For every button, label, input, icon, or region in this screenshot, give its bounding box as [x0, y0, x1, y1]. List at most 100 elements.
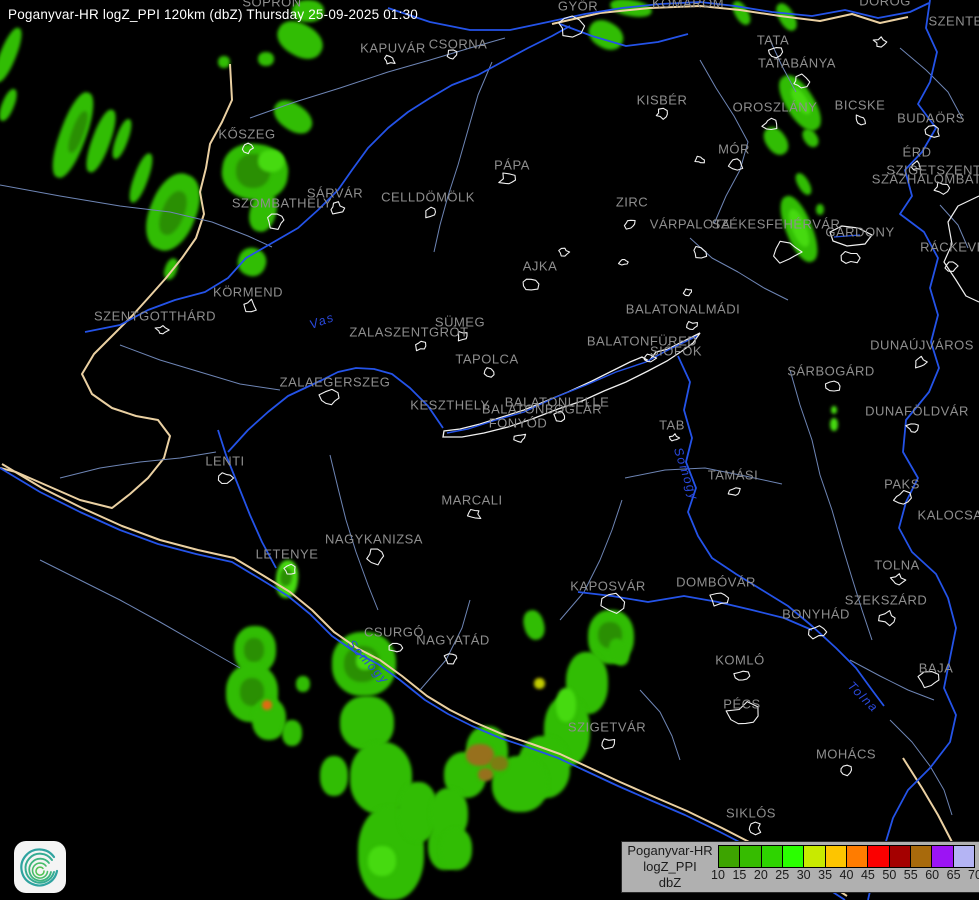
legend-swatch	[760, 845, 783, 868]
city-label: ZALAEGERSZEG	[279, 374, 391, 390]
city-outline	[318, 388, 340, 406]
city-outline	[905, 423, 919, 433]
city-label: DUNAFÖLDVÁR	[865, 403, 969, 419]
city-label: ÉRD	[902, 144, 932, 160]
city-outline	[807, 625, 828, 640]
legend-swatch	[867, 845, 890, 868]
swirl-logo-icon	[14, 841, 66, 893]
city-outline	[601, 738, 616, 750]
city-label: SZOMBATHELY	[231, 195, 333, 211]
border-slovakia	[551, 5, 909, 25]
city-outline	[617, 258, 629, 266]
radar-echo	[816, 204, 824, 215]
city-label: KOMLÓ	[715, 652, 765, 668]
city-label: CELLDÖMÖLK	[381, 189, 475, 205]
radar-echo	[282, 720, 302, 746]
city-label: SZIGETSZENTMIKLÓS	[886, 162, 979, 178]
city-outline	[840, 764, 853, 777]
city-label: GYŐR	[557, 0, 599, 14]
city-label: ZIRC	[615, 194, 649, 210]
city-outline	[915, 355, 928, 369]
city-label: MOHÁCS	[815, 746, 877, 762]
border-austria-slovenia	[0, 63, 233, 509]
city-outline	[283, 563, 296, 575]
legend-station: Poganyvar-HR	[627, 843, 713, 858]
city-label: GÁRDONY	[825, 224, 895, 240]
city-label: MARCALI	[441, 492, 503, 508]
legend-swatch	[718, 845, 741, 868]
city-outline	[840, 250, 861, 264]
city-label: KESZTHELY	[410, 397, 490, 413]
city-outline	[241, 142, 254, 155]
city-outline	[513, 433, 527, 443]
city-outline	[917, 671, 940, 689]
city-label: BUDAÖRS	[897, 110, 965, 126]
city-outline	[824, 380, 841, 392]
city-boundaries-large	[943, 195, 979, 303]
city-outline	[498, 172, 517, 185]
city-label: LETENYE	[255, 546, 319, 562]
city-outline	[558, 247, 571, 257]
city-outline	[727, 158, 744, 171]
city-outline	[767, 47, 784, 59]
city-outline	[217, 472, 235, 485]
legend-text: Poganyvar-HR logZ_PPI dbZ	[622, 843, 718, 891]
legend-tick: 70	[968, 868, 979, 882]
radar-echo	[831, 406, 837, 414]
city-label: FONYÓD	[488, 415, 548, 431]
legend-unit: dbZ	[658, 875, 682, 890]
radar-echo	[556, 688, 576, 722]
city-outline	[643, 353, 658, 363]
city-label: AJKA	[522, 258, 558, 274]
city-label: OROSZLÁNY	[732, 99, 818, 115]
radar-echo	[258, 150, 284, 172]
radar-echo	[830, 418, 838, 431]
city-label: PÁPA	[494, 157, 530, 173]
radar-echo	[490, 756, 508, 771]
legend-tick: 55	[903, 868, 918, 882]
city-outline	[748, 821, 762, 836]
city-label: SZÁZHALOMBATTA	[871, 171, 979, 187]
city-outline	[425, 206, 437, 219]
city-label: SOPRON	[242, 0, 302, 10]
city-label: NAGYKANIZSA	[325, 531, 423, 547]
city-label: BONYHÁD	[782, 606, 850, 622]
city-outline	[154, 325, 170, 335]
city-outline	[483, 367, 495, 378]
legend-swatch	[931, 845, 954, 868]
city-outline	[761, 117, 778, 131]
city-label: KOMÁROM	[651, 0, 725, 11]
city-label: ZALASZENTGRÓT	[349, 324, 469, 340]
city-outline	[924, 124, 940, 138]
city-label: TATA	[756, 32, 790, 48]
city-label: BALATONALMÁDI	[625, 301, 741, 317]
city-label: SIÓFOK	[649, 343, 703, 359]
radar-echo	[440, 828, 472, 870]
city-label: DOMBÓVÁR	[676, 574, 756, 590]
city-label: SZENTENDRE	[928, 13, 979, 29]
radar-echo	[320, 756, 348, 796]
city-outline	[415, 340, 427, 352]
legend-color-scale	[718, 845, 975, 868]
city-label: BICSKE	[834, 97, 886, 113]
border-croatia	[1, 463, 848, 897]
city-outline	[457, 330, 468, 342]
city-outline	[522, 278, 540, 291]
city-outline	[892, 489, 912, 505]
city-label: KISBÉR	[636, 92, 688, 108]
river-raba	[84, 25, 571, 333]
river-zala	[227, 367, 444, 453]
radar-echo	[340, 696, 394, 750]
legend-product: logZ_PPI	[643, 859, 697, 874]
legend-swatch	[952, 845, 975, 868]
city-outline	[709, 592, 730, 607]
budapest-boundary	[943, 195, 979, 303]
city-label: KAPOSVÁR	[570, 578, 646, 594]
legend-tick: 65	[946, 868, 961, 882]
city-label: SZÉKESFEHÉRVÁR	[711, 216, 841, 232]
city-outline	[686, 320, 698, 331]
radar-echo	[292, 0, 324, 22]
city-label: VÁRPALOTA	[649, 216, 731, 232]
